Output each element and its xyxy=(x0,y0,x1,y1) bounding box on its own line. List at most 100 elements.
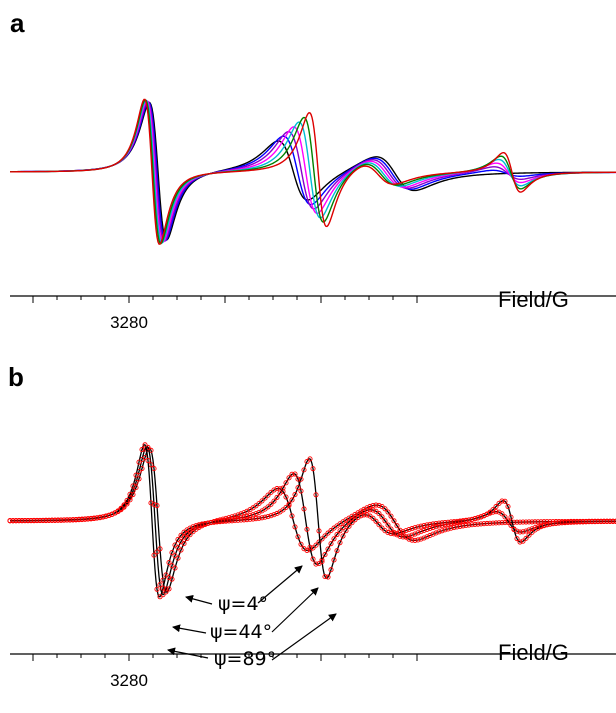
sim-marker xyxy=(373,518,379,524)
sim-marker xyxy=(331,557,337,563)
sim-marker xyxy=(328,527,334,534)
sim-marker xyxy=(580,519,586,525)
sim-marker xyxy=(160,585,166,591)
panel-a-xlabel: Field/G xyxy=(498,287,569,312)
sim-marker xyxy=(202,520,208,527)
sim-marker xyxy=(409,532,415,538)
sim-marker xyxy=(394,530,400,536)
sim-marker xyxy=(133,472,139,478)
sim-marker xyxy=(247,513,253,519)
sim-marker xyxy=(517,529,523,535)
sim-marker xyxy=(391,531,397,537)
sim-marker xyxy=(268,513,274,519)
sim-marker xyxy=(127,491,133,497)
sim-marker xyxy=(589,518,595,525)
sim-marker xyxy=(250,516,256,522)
sim-marker xyxy=(373,502,379,508)
sim-marker xyxy=(295,485,301,491)
sim-marker xyxy=(166,574,172,581)
sim-marker xyxy=(370,507,376,513)
sim-marker xyxy=(598,518,604,524)
sim-marker xyxy=(544,519,550,525)
sim-marker xyxy=(421,527,427,534)
sim-marker xyxy=(385,530,391,536)
sim-marker xyxy=(496,520,502,526)
sim-marker xyxy=(430,524,436,531)
sim-marker xyxy=(307,544,313,550)
sim-marker xyxy=(406,533,412,539)
sim-marker xyxy=(289,513,295,519)
sim-marker xyxy=(238,517,244,523)
sim-marker xyxy=(283,480,289,486)
sim-marker xyxy=(295,534,301,540)
sim-marker xyxy=(487,520,493,526)
sim-marker xyxy=(172,565,178,571)
sim-marker xyxy=(55,517,61,523)
sim-marker xyxy=(259,515,265,521)
sim-marker xyxy=(13,518,19,524)
sim-marker xyxy=(448,525,454,531)
sim-marker xyxy=(265,514,271,520)
sim-marker xyxy=(493,520,499,526)
sim-marker xyxy=(613,518,616,524)
sim-marker xyxy=(322,533,328,539)
sim-marker xyxy=(409,537,415,543)
sim-marker xyxy=(184,531,190,537)
sim-marker xyxy=(232,518,238,524)
sim-marker xyxy=(292,524,298,530)
sim-marker xyxy=(22,518,28,524)
sim-marker xyxy=(136,459,142,465)
sim-marker xyxy=(169,563,175,569)
sim-marker xyxy=(46,517,52,524)
sim-marker xyxy=(553,520,559,526)
sim-marker xyxy=(277,490,283,496)
sim-marker xyxy=(472,521,478,527)
sim-marker xyxy=(223,518,229,524)
sim-marker xyxy=(229,518,235,524)
sim-marker xyxy=(505,518,511,524)
sim-marker xyxy=(343,528,349,534)
sim-marker xyxy=(577,519,583,525)
sim-marker xyxy=(253,516,259,522)
sim-marker xyxy=(397,533,403,539)
sim-marker xyxy=(505,503,511,510)
sim-marker xyxy=(514,536,520,542)
sim-marker xyxy=(166,586,172,592)
sim-marker xyxy=(325,530,331,536)
sim-marker xyxy=(523,519,529,525)
sim-marker xyxy=(307,456,313,462)
annotation-arrow xyxy=(185,594,213,605)
sim-marker xyxy=(412,525,418,531)
sim-marker xyxy=(379,525,385,531)
annotation-arrow xyxy=(271,587,319,633)
sim-marker xyxy=(496,500,502,506)
sim-marker xyxy=(334,548,340,554)
sim-marker xyxy=(172,553,178,559)
sim-marker xyxy=(271,512,277,518)
sim-marker xyxy=(130,483,136,489)
sim-marker xyxy=(304,526,310,532)
sim-marker xyxy=(424,522,430,528)
sim-marker xyxy=(325,574,331,580)
sim-marker xyxy=(265,504,271,510)
sim-marker xyxy=(451,519,457,525)
sim-marker xyxy=(448,519,454,525)
sim-marker xyxy=(583,519,589,525)
sim-marker xyxy=(43,517,49,524)
sim-marker xyxy=(529,526,535,532)
sim-marker xyxy=(502,514,508,520)
sim-marker xyxy=(118,505,124,511)
sim-marker xyxy=(10,518,16,524)
sim-marker xyxy=(499,511,505,517)
sim-marker xyxy=(259,498,265,504)
sim-marker xyxy=(154,549,160,555)
annotation-arrow xyxy=(271,613,337,661)
sim-marker xyxy=(403,534,409,540)
sim-marker xyxy=(148,500,154,506)
sim-marker xyxy=(82,516,88,522)
sim-marker xyxy=(457,518,463,524)
sim-marker xyxy=(298,541,304,547)
sim-marker xyxy=(64,517,70,523)
sim-marker xyxy=(535,525,541,531)
sim-marker xyxy=(346,523,352,529)
